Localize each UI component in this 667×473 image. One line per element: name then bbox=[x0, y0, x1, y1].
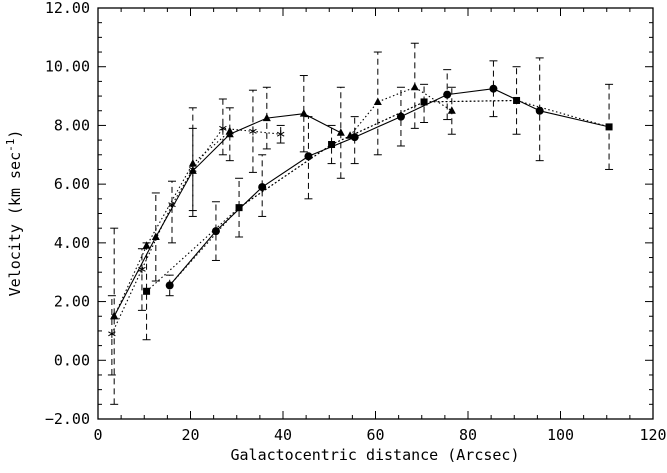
y-tick-label: 8.00 bbox=[54, 116, 90, 134]
circle-point bbox=[350, 133, 359, 142]
circles-to-squares-line bbox=[539, 110, 610, 128]
triangle-point bbox=[299, 109, 308, 117]
y-tick-label: 12.00 bbox=[45, 0, 90, 17]
circle-point bbox=[304, 152, 313, 161]
triangle-point bbox=[447, 106, 456, 114]
x-tick-label: 120 bbox=[639, 426, 666, 444]
square-point bbox=[605, 123, 613, 131]
circle-point bbox=[396, 112, 405, 121]
square-point bbox=[420, 98, 428, 106]
triangle-point bbox=[336, 128, 345, 136]
axis-layer: 0 20 40 60 80 100 120 −2.00 0.00 2.00 4.00 6.00 8.00… bbox=[45, 0, 667, 444]
y-tick-label: 2.00 bbox=[54, 293, 90, 311]
triangles-solid-line bbox=[113, 113, 342, 317]
star-point bbox=[219, 124, 227, 133]
star-point bbox=[168, 200, 176, 209]
y-tick-label: 10.00 bbox=[45, 58, 90, 76]
square-point bbox=[328, 141, 336, 149]
x-axis-title: Galactocentric distance (Arcsec) bbox=[231, 446, 520, 464]
star-stroke bbox=[249, 128, 257, 134]
y-tick-label: 0.00 bbox=[54, 351, 90, 369]
plot-frame bbox=[97, 7, 654, 420]
x-tick-label: 20 bbox=[181, 426, 199, 444]
star-stroke bbox=[189, 167, 197, 172]
x-tick-label: 100 bbox=[547, 426, 574, 444]
y-tick-label: 4.00 bbox=[54, 234, 90, 252]
triangle-point bbox=[142, 241, 151, 249]
y-axis-title: Velocity (km sec-1) bbox=[4, 130, 24, 297]
triangle-point bbox=[225, 126, 234, 135]
star-point bbox=[189, 165, 197, 174]
star-point bbox=[138, 265, 146, 274]
x-tick-label: 0 bbox=[93, 426, 102, 444]
y-tick-label: −2.00 bbox=[45, 410, 90, 428]
circle-point bbox=[258, 183, 267, 192]
series-layer bbox=[107, 42, 614, 405]
triangles-dotted-line bbox=[113, 130, 231, 317]
square-point bbox=[513, 96, 521, 104]
star-stroke bbox=[276, 131, 285, 137]
triangles-dotted-outer-line bbox=[349, 86, 453, 137]
stars-dotted-line bbox=[111, 127, 281, 335]
x-tick-label: 60 bbox=[366, 426, 384, 444]
star-stroke bbox=[108, 331, 116, 337]
triangle-point bbox=[262, 113, 271, 122]
x-tick-label: 40 bbox=[274, 426, 292, 444]
x-tick-label: 80 bbox=[459, 426, 477, 444]
circle-point bbox=[489, 84, 498, 93]
circle-point bbox=[535, 106, 544, 115]
circle-point bbox=[165, 281, 174, 290]
star-stroke bbox=[168, 202, 176, 208]
triangle-point bbox=[373, 97, 382, 105]
circle-point bbox=[443, 90, 452, 99]
circle-point bbox=[211, 227, 220, 236]
triangle-point bbox=[110, 311, 119, 320]
star-stroke bbox=[219, 125, 227, 131]
triangle-point bbox=[188, 159, 197, 167]
square-point bbox=[235, 204, 243, 212]
star-point bbox=[249, 127, 257, 136]
y-tick-label: 6.00 bbox=[54, 175, 90, 193]
square-point bbox=[143, 287, 151, 295]
star-point bbox=[276, 130, 285, 139]
triangle-point bbox=[151, 232, 160, 240]
triangle-point bbox=[410, 82, 419, 91]
star-point bbox=[108, 329, 116, 338]
star-stroke bbox=[138, 266, 146, 272]
